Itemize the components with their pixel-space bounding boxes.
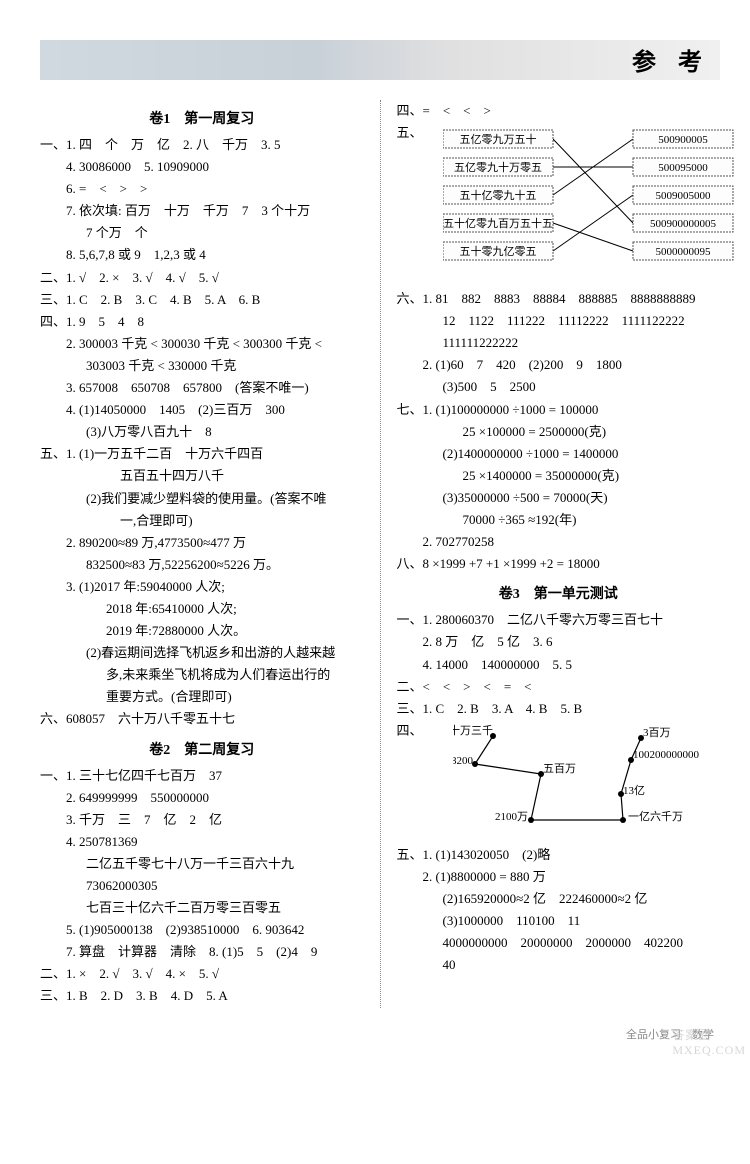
text: 二、1. × 2. √ 3. √ 4. × 5. √ xyxy=(40,963,364,985)
text: 四、= < < > xyxy=(397,100,721,122)
text: 一、1. 四 个 万 亿 2. 八 千万 3. 5 xyxy=(40,134,364,156)
text: 3. (1)2017 年:59040000 人次; xyxy=(40,576,364,598)
text: 2. 8 万 亿 5 亿 3. 6 xyxy=(397,631,721,653)
text: 2. (1)8800000 = 880 万 xyxy=(397,866,721,888)
text: 三、1. C 2. B 3. A 4. B 5. B xyxy=(397,698,721,720)
text: 40 xyxy=(397,954,721,976)
text: 303003 千克 < 330000 千克 xyxy=(40,355,364,377)
svg-text:五百万: 五百万 xyxy=(543,763,576,775)
svg-text:六十万三千: 六十万三千 xyxy=(453,724,493,737)
svg-text:五亿零九十万零五: 五亿零九十万零五 xyxy=(454,160,542,174)
text: 70000 ÷365 ≈192(年) xyxy=(397,509,721,531)
text: 12 1122 111222 11112222 1111122222 xyxy=(397,310,721,332)
text: 七百三十亿六千二百万零三百零五 xyxy=(40,897,364,919)
text: (3)1000000 110100 11 xyxy=(397,910,721,932)
match-diagram: 五亿零九万五十五亿零九十万零五五十亿零九十五五十亿零九百万五十五五十零九亿零五 5… xyxy=(443,126,743,280)
svg-text:500095000: 500095000 xyxy=(658,162,708,174)
text: 2. 890200≈89 万,4773500≈477 万 xyxy=(40,532,364,554)
text: 25 ×100000 = 2500000(克) xyxy=(397,421,721,443)
text: 5. (1)905000138 (2)938510000 6. 903642 xyxy=(40,919,364,941)
scatter-diagram: 六十万三千 3百万 98200 五百万 100200000000 13亿 2100万 一亿六千… xyxy=(453,724,733,838)
text: 2. 649999999 550000000 xyxy=(40,787,364,809)
svg-text:500900000005: 500900000005 xyxy=(650,218,717,230)
text: 二亿五千零七十八万一千三百六十九 xyxy=(40,853,364,875)
text: 3. 千万 三 7 亿 2 亿 xyxy=(40,809,364,831)
text: 6. = < > > xyxy=(40,178,364,200)
footer-text: 全品小复习 数学 xyxy=(40,1026,720,1042)
text: 2019 年:72880000 人次。 xyxy=(40,620,364,642)
text: 五、1. (1)一万五千二百 十万六千四百 xyxy=(40,443,364,465)
text: 三、1. C 2. B 3. C 4. B 5. A 6. B xyxy=(40,289,364,311)
text: 8. 5,6,7,8 或 9 1,2,3 或 4 xyxy=(40,244,364,266)
text: 二、1. √ 2. × 3. √ 4. √ 5. √ xyxy=(40,267,364,289)
watermark-line2: MXEQ.COM xyxy=(672,1043,746,1058)
text: 2. 702770258 xyxy=(397,531,721,553)
svg-text:五十零九亿零五: 五十零九亿零五 xyxy=(459,244,536,258)
svg-text:98200: 98200 xyxy=(453,755,474,767)
text: (3)35000000 ÷500 = 70000(天) xyxy=(397,487,721,509)
right-column: 四、= < < > 五、 五亿零九万五十五亿零九十万零五五十亿零九十五五十亿零九… xyxy=(397,100,721,1008)
svg-text:2100万: 2100万 xyxy=(495,811,528,823)
text: 25 ×1400000 = 35000000(克) xyxy=(397,465,721,487)
text: 二、< < > < = < xyxy=(397,676,721,698)
watermark-line1: 答案圈 xyxy=(672,1026,746,1043)
text: (2)165920000≈2 亿 222460000≈2 亿 xyxy=(397,888,721,910)
text: 7. 算盘 计算器 清除 8. (1)5 5 (2)4 9 xyxy=(40,941,364,963)
text: 一,合理即可) xyxy=(40,510,364,532)
section-four-head: 四、 xyxy=(397,720,423,739)
juan1-title: 卷1 第一周复习 xyxy=(40,108,364,128)
watermark: 答案圈 MXEQ.COM xyxy=(672,1026,746,1058)
header-title: 参 考 xyxy=(632,42,710,77)
text: 832500≈83 万,52256200≈5226 万。 xyxy=(40,554,364,576)
text: 4. (1)14050000 1405 (2)三百万 300 xyxy=(40,399,364,421)
text: (3)500 5 2500 xyxy=(397,376,721,398)
text: 2. (1)60 7 420 (2)200 9 1800 xyxy=(397,354,721,376)
svg-text:五十亿零九百万五十五: 五十亿零九百万五十五 xyxy=(443,216,553,230)
text: 4. 30086000 5. 10909000 xyxy=(40,156,364,178)
text: 111111222222 xyxy=(397,332,721,354)
text: 4. 250781369 xyxy=(40,831,364,853)
text: (2)春运期间选择飞机返乡和出游的人越来越 xyxy=(40,642,364,664)
text: (3)八万零八百九十 8 xyxy=(40,421,364,443)
text: 三、1. B 2. D 3. B 4. D 5. A xyxy=(40,985,364,1007)
text: 五百五十四万八千 xyxy=(40,465,364,487)
text: 2018 年:65410000 人次; xyxy=(40,598,364,620)
text: 六、608057 六十万八千零五十七 xyxy=(40,708,364,730)
svg-text:3百万: 3百万 xyxy=(643,727,671,739)
text: (2)我们要减少塑料袋的使用量。(答案不唯 xyxy=(40,488,364,510)
text: 3. 657008 650708 657800 (答案不唯一) xyxy=(40,377,364,399)
text: 一、1. 280060370 二亿八千零六万零三百七十 xyxy=(397,609,721,631)
text: 2. 300003 千克 < 300030 千克 < 300300 千克 < xyxy=(40,333,364,355)
text: 五、1. (1)143020050 (2)略 xyxy=(397,844,721,866)
column-divider xyxy=(380,100,381,1008)
text: (2)1400000000 ÷1000 = 1400000 xyxy=(397,443,721,465)
svg-text:五十亿零九十五: 五十亿零九十五 xyxy=(459,188,536,202)
juan3-title: 卷3 第一单元测试 xyxy=(397,583,721,603)
text: 八、8 ×1999 +7 +1 ×1999 +2 = 18000 xyxy=(397,553,721,575)
text: 7 个万 个 xyxy=(40,222,364,244)
section-five-head: 五、 xyxy=(397,122,423,141)
svg-text:13亿: 13亿 xyxy=(623,784,645,797)
juan2-title: 卷2 第二周复习 xyxy=(40,739,364,759)
left-column: 卷1 第一周复习 一、1. 四 个 万 亿 2. 八 千万 3. 5 4. 30… xyxy=(40,100,364,1008)
text: 重要方式。(合理即可) xyxy=(40,686,364,708)
svg-text:一亿六千万: 一亿六千万 xyxy=(628,810,683,823)
text: 7. 依次填: 百万 十万 千万 7 3 个十万 xyxy=(40,200,364,222)
svg-text:100200000000: 100200000000 xyxy=(633,749,700,761)
text: 七、1. (1)100000000 ÷1000 = 100000 xyxy=(397,399,721,421)
text: 一、1. 三十七亿四千七百万 37 xyxy=(40,765,364,787)
text: 六、1. 81 882 8883 88884 888885 8888888889 xyxy=(397,288,721,310)
svg-text:500900005: 500900005 xyxy=(658,134,708,146)
text: 4000000000 20000000 2000000 402200 xyxy=(397,932,721,954)
svg-text:5009005000: 5009005000 xyxy=(655,190,711,202)
text: 四、1. 9 5 4 8 xyxy=(40,311,364,333)
text: 4. 14000 140000000 5. 5 xyxy=(397,654,721,676)
text: 多,未来乘坐飞机将成为人们春运出行的 xyxy=(40,664,364,686)
svg-text:5000000095: 5000000095 xyxy=(655,246,711,258)
text: 73062000305 xyxy=(40,875,364,897)
svg-text:五亿零九万五十: 五亿零九万五十 xyxy=(459,132,536,146)
